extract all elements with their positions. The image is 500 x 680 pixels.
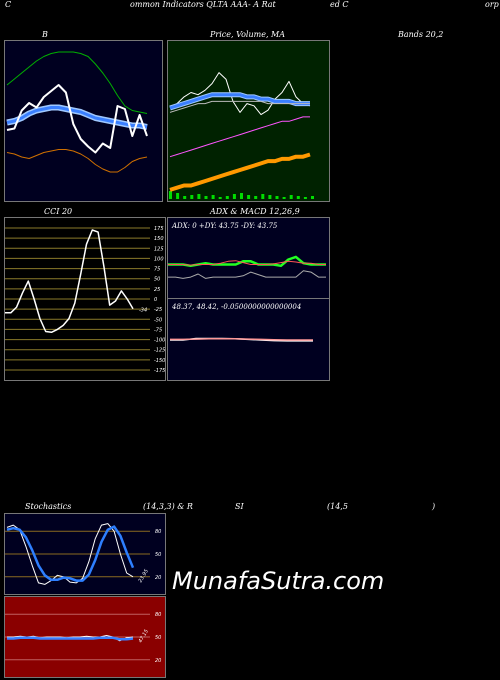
- macd-panel: 48.37, 48.42, -0.0500000000000004: [167, 298, 330, 381]
- adx-panel: ADX: 0 +DY: 43.75 -DY: 43.75: [167, 217, 330, 299]
- bollinger-lower-line: [6, 149, 148, 173]
- volume-bar: [311, 196, 314, 199]
- price-ma_blue-line: [169, 93, 310, 110]
- cci-line: [5, 229, 134, 334]
- header-title: ommon Indicators QLTA AAA- A Rat: [130, 0, 276, 9]
- volume-bar: [218, 197, 222, 199]
- stochastics-tick-label: 80: [155, 529, 161, 535]
- cci-panel: 175 150 125 100 75 50 25 0 -25 -50 -75 -100 -125 -150…: [4, 217, 166, 381]
- rsi-panel: 80 50 20 47.15: [4, 596, 166, 678]
- cci-tick-label: -100: [154, 338, 165, 344]
- label-price-ma: Price, Volume, MA: [210, 30, 286, 39]
- volume-bar: [211, 195, 215, 199]
- volume-bar: [289, 195, 293, 199]
- bollinger-upper-line: [6, 51, 148, 114]
- volume-bar: [240, 193, 243, 199]
- label-rsi-close: ): [432, 502, 436, 511]
- watermark: MunafaSutra.com: [172, 567, 385, 595]
- rsi-chart: 80 50 20 47.15: [5, 612, 161, 664]
- volume-bar: [176, 193, 180, 199]
- volume-bar: [183, 196, 187, 199]
- cci-tick-label: -50: [154, 317, 162, 323]
- stochastics-last-label: 23.95: [138, 568, 150, 583]
- adx-minus_dy-line: [168, 270, 326, 279]
- bollinger-price-line: [6, 84, 148, 154]
- cci-tick-label: -125: [154, 348, 165, 354]
- price-volume-ma-chart: [169, 72, 314, 199]
- adx-chart: ADX: 0 +DY: 43.75 -DY: 43.75: [168, 222, 326, 279]
- price-ma_gray-line: [169, 100, 310, 113]
- cci-tick-label: -175: [154, 368, 165, 374]
- volume-bar: [303, 197, 307, 199]
- volume-bar: [247, 195, 251, 199]
- rsi-tick-label: 50: [155, 635, 161, 641]
- stochastics-chart: 80 50 20 23.95: [5, 523, 161, 585]
- volume-bar: [296, 196, 300, 199]
- cci-tick-label: -25: [154, 307, 162, 313]
- cci-chart: 175 150 125 100 75 50 25 0 -25 -50 -75 -100 -125 -150…: [5, 226, 165, 374]
- volume-bar: [190, 195, 194, 199]
- volume-bar: [275, 196, 279, 199]
- label-bands: Bands 20,2: [398, 30, 444, 39]
- header-right: orp: [485, 0, 499, 9]
- cci-tick-label: 175: [154, 226, 164, 232]
- adx-values-text: ADX: 0 +DY: 43.75 -DY: 43.75: [171, 222, 278, 230]
- price-ma_orange-line: [169, 152, 311, 192]
- cci-tick-label: 25: [154, 287, 160, 293]
- volume-bar: [232, 194, 236, 199]
- label-rsi-params: (14,5: [327, 502, 348, 511]
- cci-tick-label: 150: [154, 236, 164, 242]
- bollinger-middle-line: [6, 106, 148, 129]
- macd-signal-line: [170, 338, 313, 341]
- stochastics-tick-label: 20: [155, 575, 161, 581]
- cci-tick-label: 100: [154, 256, 164, 262]
- cci-tick-label: -150: [154, 358, 165, 364]
- macd-chart: 48.37, 48.42, -0.0500000000000004: [170, 303, 313, 342]
- price-panel: [167, 40, 330, 202]
- label-cci: CCI 20: [44, 207, 73, 216]
- stochastics-tick-label: 50: [155, 552, 161, 558]
- header-mid: ed C: [330, 0, 349, 9]
- cci-tick-label: 125: [154, 246, 164, 252]
- label-stoch-params: (14,3,3) & R: [143, 502, 193, 511]
- rsi-smooth-line: [7, 636, 134, 641]
- header-c: C: [5, 0, 12, 9]
- bollinger-panel: [4, 40, 163, 202]
- volume-bar: [261, 194, 265, 199]
- label-stochastics: Stochastics: [25, 502, 72, 511]
- volume-bar: [254, 196, 258, 199]
- volume-bar: [169, 191, 172, 199]
- volume-bar: [225, 196, 229, 199]
- adx-plus_dy-line: [168, 260, 326, 266]
- cci-last-label: -34: [139, 308, 147, 314]
- volume-bar: [282, 197, 286, 199]
- rsi-tick-label: 80: [155, 612, 161, 618]
- cci-tick-label: -75: [154, 327, 162, 333]
- volume-bar: [197, 194, 201, 199]
- stochastics-d-line: [6, 525, 135, 582]
- rsi-tick-label: 20: [155, 658, 161, 664]
- bollinger-chart: [6, 51, 148, 173]
- volume-bar: [204, 196, 208, 199]
- label-adx-macd: ADX & MACD 12,26,9: [210, 207, 300, 216]
- price-ma_pink-line: [169, 116, 310, 158]
- adx-adx-line: [168, 255, 326, 268]
- macd-values-text: 48.37, 48.42, -0.0500000000000004: [171, 303, 301, 311]
- rsi-last-label: 47.15: [138, 629, 150, 644]
- cci-tick-label: 75: [154, 267, 160, 273]
- label-b: B: [42, 30, 48, 39]
- price-price-line: [169, 72, 311, 116]
- cci-tick-label: 0: [154, 297, 157, 303]
- cci-tick-label: 50: [154, 277, 160, 283]
- stochastics-panel: 80 50 20 23.95: [4, 513, 166, 595]
- volume-bar: [268, 195, 272, 199]
- label-rsi: SI: [235, 502, 244, 511]
